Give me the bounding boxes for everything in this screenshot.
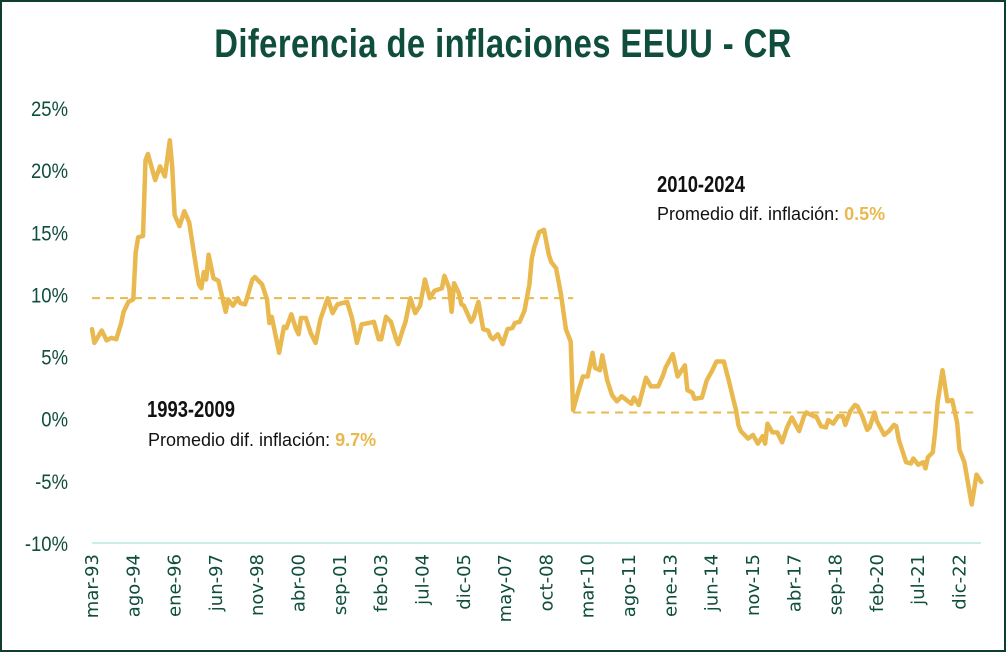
y-tick-label: 10%	[31, 284, 68, 307]
x-tick-label: mar-93	[82, 554, 103, 618]
x-tick-label: jun-14	[702, 554, 723, 612]
x-tick-label: feb-03	[371, 554, 392, 612]
annotation-text-1993-2009: Promedio dif. inflación: 9.7%	[148, 430, 377, 450]
annotation-value: 0.5%	[844, 204, 886, 224]
x-tick-label: ago-94	[123, 554, 144, 617]
x-tick-label: feb-20	[867, 554, 888, 612]
x-tick-label: ene-96	[165, 554, 186, 617]
y-tick-label: 5%	[41, 347, 68, 370]
annotation-heading-1993-2009: 1993-2009	[147, 396, 235, 422]
chart-title: Diferencia de inflaciones EEUU - CR	[214, 22, 792, 66]
x-tick-label: sep-01	[330, 554, 351, 615]
x-tick-label: nov-98	[247, 554, 268, 616]
x-tick-label: mar-10	[578, 554, 599, 618]
y-tick-label: 0%	[41, 409, 68, 432]
x-tick-label: oct-08	[536, 554, 557, 611]
x-tick-label: abr-17	[784, 554, 805, 612]
annotation-value: 9.7%	[335, 430, 377, 450]
x-tick-label: ago-11	[619, 554, 640, 617]
x-tick-label: nov-15	[743, 554, 764, 616]
x-tick-label: jul-04	[412, 554, 433, 606]
series-line	[89, 138, 984, 507]
x-tick-label: may-07	[495, 554, 516, 622]
x-tick-label: dic-22	[950, 554, 971, 610]
x-tick-label: abr-00	[289, 554, 310, 612]
x-tick-label: jun-97	[206, 554, 227, 612]
x-tick-label: sep-18	[826, 554, 847, 615]
x-tick-label: dic-05	[454, 554, 475, 610]
y-tick-label: -5%	[35, 471, 68, 494]
y-tick-label: 25%	[31, 98, 68, 121]
y-tick-label: 20%	[31, 160, 68, 183]
x-tick-label: jul-21	[908, 554, 929, 606]
y-tick-label: -10%	[25, 533, 68, 556]
annotation-text-2010-2024: Promedio dif. inflación: 0.5%	[657, 204, 886, 224]
x-tick-label: ene-13	[660, 554, 681, 617]
annotation-heading-2010-2024: 2010-2024	[657, 171, 745, 197]
y-tick-label: 15%	[31, 222, 68, 245]
